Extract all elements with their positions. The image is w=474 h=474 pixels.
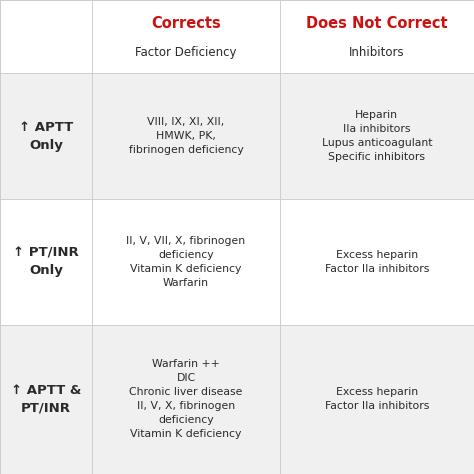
Bar xyxy=(280,199,474,325)
Bar xyxy=(280,73,474,199)
Text: II, V, VII, X, fibrinogen
deficiency
Vitamin K deficiency
Warfarin: II, V, VII, X, fibrinogen deficiency Vit… xyxy=(127,236,246,288)
Bar xyxy=(92,73,280,199)
Text: Corrects: Corrects xyxy=(151,16,221,31)
Text: Warfarin ++
DIC
Chronic liver disease
II, V, X, fibrinogen
deficiency
Vitamin K : Warfarin ++ DIC Chronic liver disease II… xyxy=(129,359,243,439)
Text: ↑ APTT
Only: ↑ APTT Only xyxy=(19,121,73,152)
Text: Factor Deficiency: Factor Deficiency xyxy=(135,46,237,59)
Bar xyxy=(280,325,474,474)
Text: ↑ APTT &
PT/INR: ↑ APTT & PT/INR xyxy=(11,384,82,415)
Text: Excess heparin
Factor IIa inhibitors: Excess heparin Factor IIa inhibitors xyxy=(325,250,429,274)
Text: ↑ PT/INR
Only: ↑ PT/INR Only xyxy=(13,246,79,277)
Bar xyxy=(0,199,92,325)
Bar xyxy=(92,325,280,474)
Text: Excess heparin
Factor IIa inhibitors: Excess heparin Factor IIa inhibitors xyxy=(325,387,429,411)
Bar xyxy=(92,0,280,73)
Bar xyxy=(0,73,92,199)
Bar xyxy=(0,0,92,73)
Text: VIII, IX, XI, XII,
HMWK, PK,
fibrinogen deficiency: VIII, IX, XI, XII, HMWK, PK, fibrinogen … xyxy=(128,117,244,155)
Bar xyxy=(0,325,92,474)
Bar xyxy=(92,199,280,325)
Bar xyxy=(280,0,474,73)
Text: Does Not Correct: Does Not Correct xyxy=(306,16,447,31)
Text: Heparin
IIa inhibitors
Lupus anticoagulant
Specific inhibitors: Heparin IIa inhibitors Lupus anticoagula… xyxy=(321,110,432,162)
Text: Inhibitors: Inhibitors xyxy=(349,46,405,59)
